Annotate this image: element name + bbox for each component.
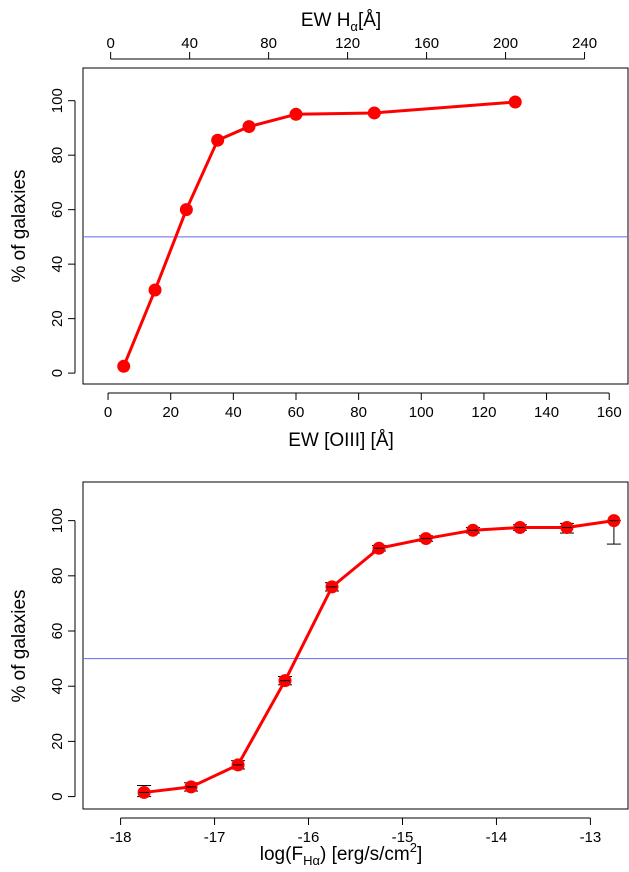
y-tick-label: 40 <box>49 256 66 273</box>
x-tick-label: 60 <box>288 404 305 421</box>
y-axis: 0 20 40 60 80 100 <box>49 508 76 801</box>
x-tick-label: 0 <box>104 404 112 421</box>
top-tick-label: 240 <box>572 35 597 52</box>
y-tick-label: 60 <box>49 201 66 218</box>
series-points <box>117 95 522 373</box>
data-point <box>117 359 131 373</box>
y-axis: 0 20 40 60 80 100 <box>49 88 76 377</box>
top-tick-label: 200 <box>493 35 518 52</box>
x-tick-label: 40 <box>225 404 242 421</box>
x-axis-bottom: -18 -17 -16 -15 -14 -13 <box>110 817 602 846</box>
x-tick-label: -14 <box>486 829 508 846</box>
y-tick-label: 20 <box>49 733 66 750</box>
x-tick-label: -15 <box>392 829 414 846</box>
data-point <box>148 283 162 297</box>
series-line-path <box>122 100 516 367</box>
x-tick-label: 160 <box>597 404 622 421</box>
top-axis-label-sub: α <box>350 19 358 34</box>
top-tick-label: 0 <box>106 35 114 52</box>
data-point <box>367 106 381 120</box>
y-axis-label: % of galaxies <box>9 589 30 702</box>
y-tick-label: 0 <box>49 792 66 800</box>
x-axis-bottom: 0 20 40 60 80 100 120 140 160 <box>104 392 622 421</box>
x-tick-label: 80 <box>350 404 367 421</box>
x-axis-label: log(FHα) [erg/s/cm2] <box>260 840 422 868</box>
panel-halpha-flux: -18 -17 -16 -15 -14 -13 0 20 40 60 80 100 log(FHα)… <box>9 481 629 868</box>
y-tick-label: 0 <box>49 369 66 377</box>
y-axis-label: % of galaxies <box>9 169 30 282</box>
y-tick-label: 40 <box>49 678 66 695</box>
series-points <box>137 514 621 799</box>
x-tick-label: 120 <box>471 404 496 421</box>
data-point <box>211 133 225 147</box>
series-line-path <box>143 519 615 794</box>
series-line <box>122 100 516 367</box>
x-tick-label: -13 <box>580 829 602 846</box>
series-line <box>143 519 615 794</box>
x-tick-label: -17 <box>204 829 226 846</box>
y-tick-label: 100 <box>49 508 66 533</box>
top-tick-label: 80 <box>260 35 277 52</box>
panel-ew-oiii: 0 20 40 60 80 100 120 140 160 0 40 80 120 160 200 240 … <box>9 10 629 451</box>
top-axis-label-main: EW H <box>301 10 351 31</box>
x-axis-label: EW [OIII] [Å] <box>288 430 394 451</box>
y-tick-label: 60 <box>49 623 66 640</box>
x-axis-label-end: ] <box>417 844 422 865</box>
x-tick-label: 140 <box>534 404 559 421</box>
x-tick-label: -16 <box>298 829 320 846</box>
plot-frame <box>82 481 629 810</box>
y-tick-label: 80 <box>49 567 66 584</box>
data-point <box>289 107 303 121</box>
x-axis-label-sup: 2 <box>410 840 417 855</box>
top-axis-label: EW Hα[Å] <box>301 10 381 34</box>
x-axis-top: 0 40 80 120 160 200 240 <box>106 35 597 60</box>
top-axis-label-unit: [Å] <box>358 10 381 31</box>
x-axis-label-sub: Hα <box>303 853 320 868</box>
y-tick-label: 80 <box>49 147 66 164</box>
top-tick-label: 40 <box>181 35 198 52</box>
top-tick-label: 160 <box>414 35 439 52</box>
y-tick-label: 20 <box>49 310 66 327</box>
data-point <box>179 203 193 217</box>
x-tick-label: -18 <box>110 829 132 846</box>
x-axis-label-mid: ) [erg/s/cm <box>320 844 410 865</box>
plot-frame <box>82 67 629 385</box>
top-tick-label: 120 <box>335 35 360 52</box>
x-tick-label: 20 <box>162 404 179 421</box>
x-axis-label-main: log(F <box>260 844 303 865</box>
x-tick-label: 100 <box>409 404 434 421</box>
y-tick-label: 100 <box>49 88 66 113</box>
data-point <box>508 95 522 109</box>
data-point <box>242 120 256 134</box>
